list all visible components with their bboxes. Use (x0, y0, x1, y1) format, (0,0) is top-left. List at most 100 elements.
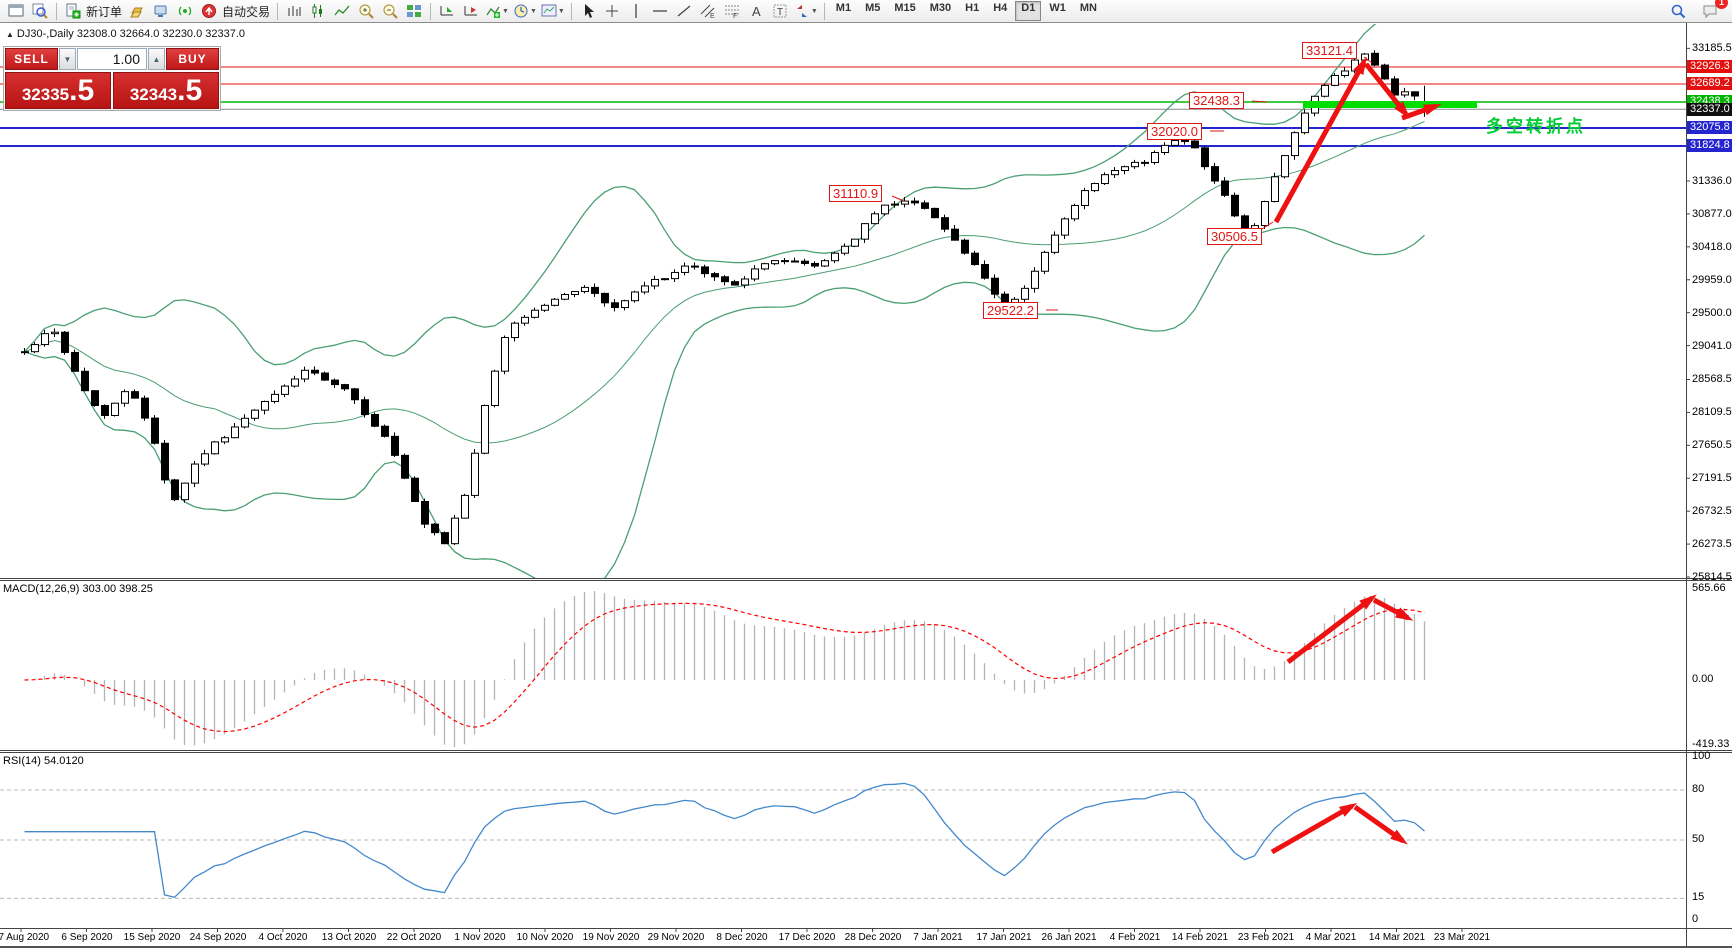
timeframe-button-d1[interactable]: D1 (1015, 1, 1042, 21)
fibonacci-button[interactable]: F (720, 0, 744, 22)
search-button[interactable] (1666, 0, 1690, 22)
candlestick-chart-icon (312, 4, 323, 18)
bar-chart-icon (288, 6, 301, 16)
indicators-icon (486, 6, 501, 18)
crosshair-icon (605, 5, 618, 17)
trend-arrows (1270, 56, 1442, 855)
chart-shift-button[interactable] (459, 0, 483, 22)
toolbar-separator (570, 2, 572, 20)
zoom-in-icon (359, 4, 374, 19)
arrows-icon (796, 5, 807, 17)
tile-windows-button[interactable] (402, 0, 426, 22)
timeframe-button-w1[interactable]: W1 (1049, 2, 1066, 14)
text-icon: A (752, 4, 761, 19)
periods-icon (514, 4, 528, 18)
rsi-line (24, 782, 1425, 899)
svg-text:E: E (710, 13, 715, 19)
history-center-icon (130, 7, 143, 18)
trendline-button[interactable] (672, 0, 696, 22)
pane-frames (0, 23, 1732, 946)
templates-button[interactable]: ▼ (539, 0, 567, 22)
line-chart-icon (334, 5, 350, 16)
bollinger-bands (24, 24, 1425, 578)
candlestick-chart-button[interactable] (306, 0, 330, 22)
one-click-trading-panel: SELL ▼ ▲ BUY 32335.5 32343.5 (3, 46, 221, 111)
turning-point-annotation: 多空转折点 (1486, 117, 1586, 136)
vertical-line-button[interactable] (624, 0, 648, 22)
horizontal-line-button[interactable] (648, 0, 672, 22)
callout-leaders (891, 56, 1373, 311)
volume-down-button[interactable]: ▼ (59, 48, 76, 70)
signals-icon (178, 6, 192, 16)
text-label-button[interactable]: T (768, 0, 792, 22)
cursor-button[interactable] (576, 0, 600, 22)
timeframe-button-h4[interactable]: H4 (993, 2, 1008, 14)
buy-price[interactable]: 32343.5 (113, 72, 219, 109)
chat-icon (1703, 5, 1717, 19)
toolbar-separator (823, 2, 825, 20)
crosshair-button[interactable] (600, 0, 624, 22)
new-order-label: 新订单 (86, 4, 123, 19)
signals-button[interactable] (173, 0, 197, 22)
cursor-icon (584, 4, 594, 18)
bar-chart-button[interactable] (282, 0, 306, 22)
indicators-button[interactable]: ▼ (483, 0, 511, 22)
zoom-in-button[interactable] (354, 0, 378, 22)
arrows-button[interactable]: ▼ (792, 0, 820, 22)
collapse-arrow-icon[interactable]: ▲ (6, 30, 14, 39)
toolbar-separator (277, 2, 279, 20)
line-chart-button[interactable] (330, 0, 354, 22)
terminal-button[interactable] (149, 0, 173, 22)
history-center-button[interactable] (125, 0, 149, 22)
toolbar-right: 1 (1666, 0, 1728, 22)
volume-up-button[interactable]: ▲ (148, 48, 165, 70)
sell-price-main: 32335 (21, 85, 70, 104)
chart-window-button[interactable] (4, 0, 28, 22)
channel-button[interactable]: E (696, 0, 720, 22)
periods-button[interactable]: ▼ (511, 0, 539, 22)
text-label-icon: T (773, 4, 787, 18)
chevron-down-icon: ▼ (502, 7, 509, 15)
volume-input[interactable] (77, 48, 147, 70)
templates-icon (541, 4, 557, 17)
notifications-button[interactable]: 1 (1698, 0, 1728, 22)
support-zone-bar (1303, 101, 1477, 108)
auto-trading-icon (202, 4, 217, 18)
rsi-pane-lines (0, 789, 1686, 899)
auto-scroll-icon (440, 6, 454, 16)
notification-badge: 1 (1715, 0, 1728, 9)
zoom-out-button[interactable] (378, 0, 402, 22)
auto-trading-button[interactable] (197, 0, 221, 22)
data-preview-icon (32, 3, 48, 19)
timeframe-button-mn[interactable]: MN (1079, 2, 1097, 14)
macd-histogram (33, 591, 1426, 747)
auto-scroll-button[interactable] (435, 0, 459, 22)
symbol-header: ▲ DJ30-,Daily 32308.0 32664.0 32230.0 323… (6, 28, 245, 40)
timeframe-button-m15[interactable]: M15 (894, 2, 916, 14)
macd-signal-line (24, 602, 1425, 733)
macd-indicator-label: MACD(12,26,9) 303.00 398.25 (3, 583, 153, 595)
buy-price-main: 32343 (129, 85, 178, 104)
timeframe-button-m30[interactable]: M30 (929, 2, 952, 14)
toolbar-buttons: 新订单 自动交易 ▼ ▼ ▼ E F A T ▼ (4, 0, 829, 22)
sell-button[interactable]: SELL (5, 48, 58, 70)
data-preview-button[interactable] (28, 0, 52, 22)
svg-text:A: A (752, 4, 761, 19)
text-button[interactable]: A (744, 0, 768, 22)
chart-area[interactable]: 33185.5 31336.0 30877.0 30418.0 29959.0 29500… (0, 23, 1732, 946)
timeframe-button-m5[interactable]: M5 (865, 2, 881, 14)
buy-button[interactable]: BUY (166, 48, 219, 70)
channel-icon: E (700, 4, 715, 19)
svg-text:F: F (733, 13, 737, 19)
triangle-up-icon: ▲ (152, 54, 161, 64)
horizontal-line-icon (652, 10, 667, 12)
sell-price[interactable]: 32335.5 (5, 72, 111, 109)
sell-price-frac: .5 (69, 74, 95, 107)
rsi-indicator-label: RSI(14) 54.0120 (3, 755, 84, 767)
new-order-button[interactable] (61, 0, 85, 22)
timeframe-button-m1[interactable]: M1 (835, 2, 852, 14)
trendline-icon (677, 5, 691, 17)
chevron-down-icon: ▼ (529, 7, 537, 15)
timeframe-button-h1[interactable]: H1 (965, 2, 980, 14)
